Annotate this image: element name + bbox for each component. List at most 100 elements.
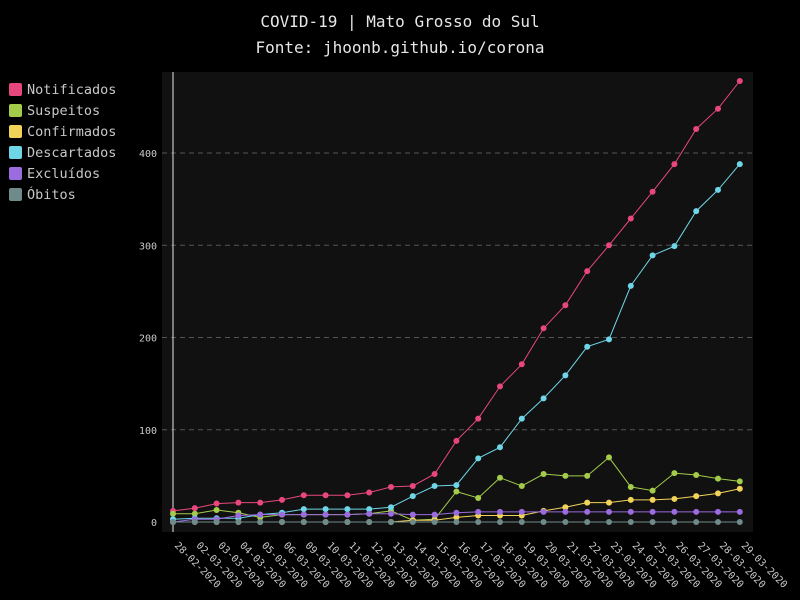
data-point	[235, 499, 242, 506]
data-point	[584, 499, 591, 506]
data-point	[453, 514, 460, 521]
legend-swatch	[9, 146, 22, 159]
data-point	[322, 519, 329, 525]
plot-area	[162, 72, 753, 532]
data-point	[627, 483, 634, 490]
data-point	[518, 361, 525, 368]
data-point	[649, 188, 656, 195]
data-point	[191, 519, 198, 525]
data-point	[497, 508, 503, 515]
data-point	[453, 437, 460, 444]
data-point	[300, 519, 307, 525]
data-point	[736, 508, 743, 515]
data-point	[540, 395, 547, 402]
chart-title-line1: COVID-19 | Mato Grosso do Sul	[260, 12, 540, 31]
legend-item[interactable]: Confirmados	[9, 121, 116, 142]
legend-item[interactable]: Notificados	[9, 79, 116, 100]
data-point	[671, 161, 678, 168]
y-tick-label: 400	[139, 149, 157, 160]
data-point	[671, 508, 678, 515]
data-point	[584, 268, 591, 275]
legend-item[interactable]: Descartados	[9, 142, 116, 163]
data-point	[300, 511, 307, 518]
data-point	[388, 483, 394, 490]
data-point	[257, 499, 264, 506]
data-point	[344, 506, 351, 513]
data-point	[518, 519, 525, 525]
data-point	[606, 499, 612, 506]
data-point	[671, 519, 678, 525]
data-point	[322, 511, 329, 518]
data-point	[453, 509, 460, 516]
data-point	[344, 519, 351, 525]
data-point	[584, 343, 591, 350]
data-point	[627, 215, 634, 222]
legend-label: Suspeitos	[27, 102, 101, 119]
data-point	[431, 511, 438, 518]
data-point	[475, 495, 482, 502]
data-point	[409, 511, 416, 518]
data-point	[497, 519, 503, 525]
data-point	[736, 478, 743, 485]
data-point	[322, 506, 329, 513]
data-point	[606, 519, 612, 525]
legend-label: Notificados	[27, 81, 117, 98]
data-point	[715, 475, 721, 482]
data-point	[540, 471, 547, 478]
legend-item[interactable]: Suspeitos	[9, 100, 116, 121]
data-point	[715, 508, 721, 515]
data-point	[475, 508, 482, 515]
data-point	[431, 519, 438, 525]
data-point	[584, 472, 591, 479]
data-point	[300, 506, 307, 513]
data-point	[300, 492, 307, 499]
data-point	[235, 512, 242, 519]
data-point	[693, 508, 700, 515]
data-point	[540, 519, 547, 525]
data-point	[213, 519, 220, 525]
data-point	[453, 488, 460, 495]
data-point	[693, 471, 700, 478]
data-point	[540, 325, 547, 332]
data-point	[606, 242, 612, 249]
data-point	[518, 483, 525, 490]
legend-swatch	[9, 125, 22, 138]
data-point	[279, 519, 285, 525]
data-point	[584, 519, 591, 525]
data-point	[562, 372, 569, 379]
data-point	[191, 510, 198, 517]
data-point	[388, 510, 394, 517]
data-point	[257, 511, 264, 518]
data-point	[627, 508, 634, 515]
data-point	[191, 505, 198, 512]
data-point	[693, 493, 700, 500]
data-point	[562, 508, 569, 515]
legend-item[interactable]: Óbitos	[9, 184, 116, 205]
data-point	[736, 161, 743, 168]
legend-label: Excluídos	[27, 165, 101, 182]
data-point	[475, 519, 482, 525]
chart-title: COVID-19 | Mato Grosso do Sul Fonte: jho…	[0, 9, 800, 61]
data-point	[693, 126, 700, 133]
data-point	[627, 519, 634, 525]
data-point	[693, 208, 700, 215]
legend: Notificados Suspeitos Confirmados Descartad…	[9, 79, 116, 205]
data-point	[584, 508, 591, 515]
data-point	[475, 415, 482, 422]
data-point	[693, 519, 700, 525]
data-point	[715, 519, 721, 525]
data-point	[388, 504, 394, 511]
chart-subtitle: Fonte: jhoonb.github.io/corona	[255, 38, 545, 57]
data-point	[388, 519, 394, 525]
data-point	[736, 78, 743, 85]
data-point	[736, 519, 743, 525]
data-point	[409, 519, 416, 525]
data-point	[715, 105, 721, 112]
legend-swatch	[9, 188, 22, 201]
y-tick-label: 100	[139, 426, 157, 437]
data-point	[257, 519, 264, 525]
data-point	[715, 186, 721, 193]
legend-item[interactable]: Excluídos	[9, 163, 116, 184]
data-point	[562, 472, 569, 479]
data-point	[715, 490, 721, 497]
